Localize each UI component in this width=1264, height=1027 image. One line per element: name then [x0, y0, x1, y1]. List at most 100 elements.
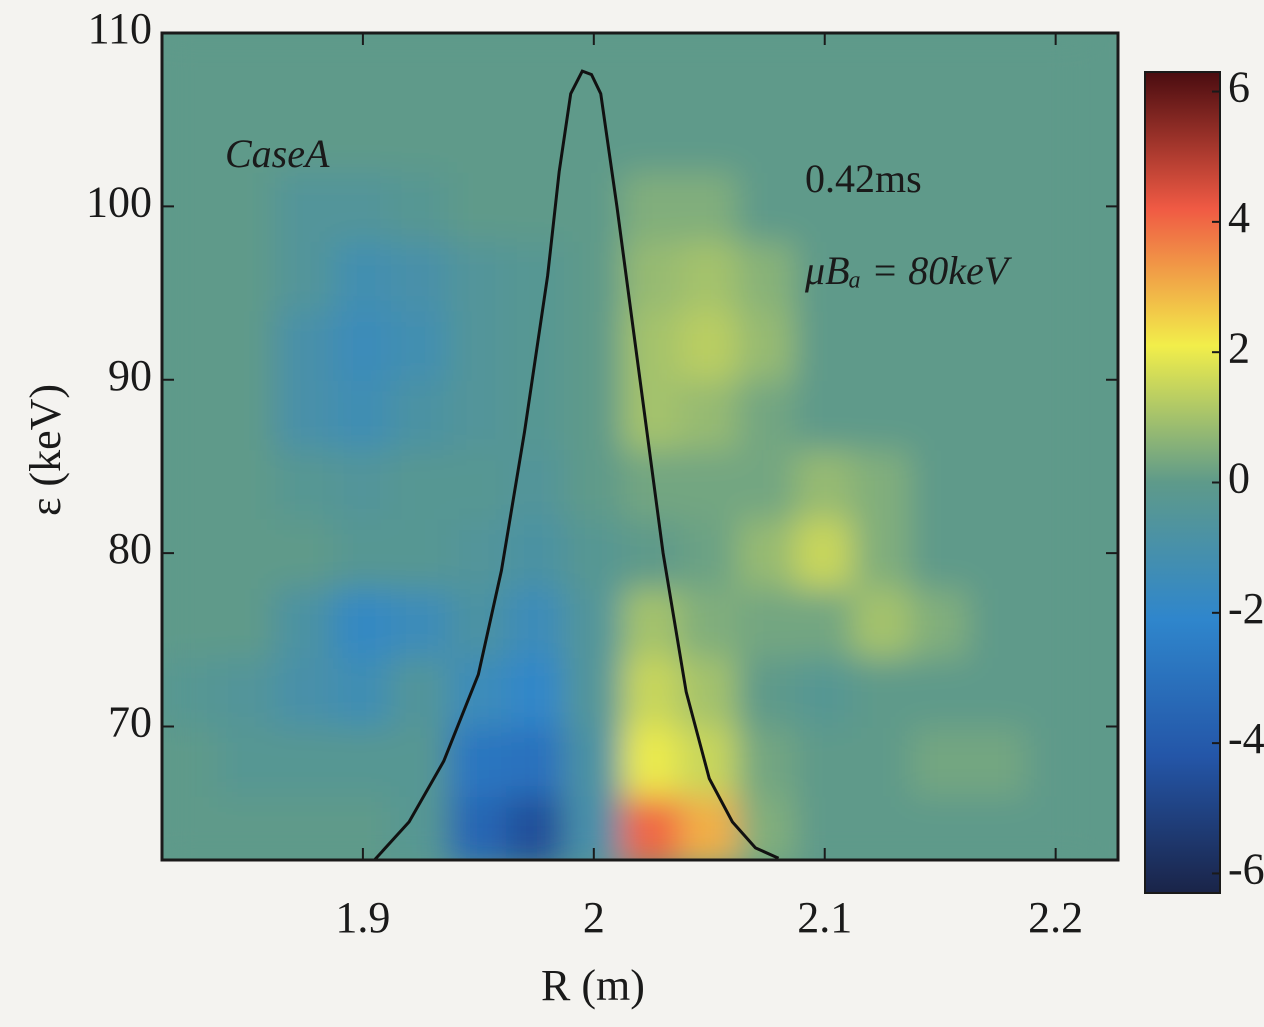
heat-cell [217, 794, 278, 860]
heat-cell [679, 586, 740, 659]
heat-cell [217, 725, 278, 797]
heat-cell [910, 517, 971, 589]
x-tick-label: 2.1 [797, 893, 852, 942]
heat-cell [679, 101, 740, 173]
heat-cell [852, 309, 913, 381]
heat-cell [968, 309, 1028, 381]
heat-cell [162, 309, 220, 381]
heat-cell [794, 378, 855, 451]
colorbar-tick-label: 0 [1228, 454, 1250, 503]
heat-cell [910, 448, 971, 520]
heat-cell [563, 656, 624, 728]
heat-cell [333, 101, 393, 173]
heat-cell [275, 240, 336, 312]
heat-cell [737, 378, 797, 451]
heat-cell [852, 517, 913, 589]
x-axis-label: R (m) [541, 961, 645, 1010]
heat-cell [448, 101, 509, 173]
heat-cell [737, 309, 797, 381]
heat-cell [737, 33, 797, 104]
heat-cell [679, 240, 740, 312]
overlay: 1.9 2 2.1 2.2 70 80 90 100 110 -6 -4 -2 0 2 4 6 [86, 4, 1264, 942]
heat-cell [333, 170, 393, 243]
heat-cell [506, 517, 566, 589]
heat-cell [679, 378, 740, 451]
heat-cell [448, 656, 509, 728]
heat-cell [333, 240, 393, 312]
heat-cell [794, 725, 855, 797]
heat-cell [737, 101, 797, 173]
heat-cell [390, 517, 451, 589]
heat-cell [275, 378, 336, 451]
heat-cell [1025, 101, 1086, 173]
heat-cell [737, 170, 797, 243]
heat-cell [737, 448, 797, 520]
heat-cell [737, 517, 797, 589]
heat-cell [910, 170, 971, 243]
y-tick-label: 70 [108, 698, 152, 747]
heatmap [162, 33, 1086, 860]
y-tick-label: 80 [108, 524, 152, 573]
heat-cell [794, 170, 855, 243]
heat-cell [506, 240, 566, 312]
heat-cell [910, 378, 971, 451]
heat-cell [679, 448, 740, 520]
heat-cell [910, 240, 971, 312]
heat-cell [563, 448, 624, 520]
colorbar [1144, 71, 1221, 894]
heat-cell [275, 656, 336, 728]
heat-cell [333, 309, 393, 381]
heat-cell [794, 517, 855, 589]
annotation: μBₐ = 80keV [804, 248, 1013, 293]
heat-cell [794, 101, 855, 173]
heat-cell [968, 101, 1028, 173]
heat-cell [910, 101, 971, 173]
heat-cell [506, 378, 566, 451]
heat-cell [162, 448, 220, 520]
heat-cell [563, 378, 624, 451]
heat-cell [679, 794, 740, 860]
heat-cell [333, 725, 393, 797]
y-tick-label: 100 [86, 177, 152, 226]
heat-cell [217, 170, 278, 243]
heat-cell [968, 586, 1028, 659]
heat-cell [621, 725, 682, 797]
heat-cell [275, 725, 336, 797]
heat-cell [390, 378, 451, 451]
y-tick-label: 110 [88, 4, 152, 53]
heat-cell [390, 794, 451, 860]
heat-cell [448, 170, 509, 243]
heat-cell [737, 725, 797, 797]
heat-cell [162, 794, 220, 860]
heat-cell [1025, 586, 1086, 659]
heat-cell [448, 33, 509, 104]
heat-cell [679, 725, 740, 797]
heat-cell [162, 378, 220, 451]
heat-cell [563, 101, 624, 173]
heat-cell [910, 586, 971, 659]
colorbar-tick-label: -2 [1228, 584, 1264, 633]
heat-cell [390, 33, 451, 104]
x-tick-label: 1.9 [335, 893, 390, 942]
heat-cell [1025, 725, 1086, 797]
heat-cell [506, 794, 566, 860]
heat-cell [621, 656, 682, 728]
heat-cell [679, 170, 740, 243]
heat-cell [852, 101, 913, 173]
heat-cell [275, 170, 336, 243]
heat-cell [794, 586, 855, 659]
heat-cell [968, 517, 1028, 589]
x-tick-label: 2.2 [1028, 893, 1083, 942]
heat-cell [679, 656, 740, 728]
heat-cell [1025, 309, 1086, 381]
heat-cell [852, 378, 913, 451]
heat-cell [621, 33, 682, 104]
heat-cell [506, 586, 566, 659]
heat-cell [737, 586, 797, 659]
heat-cell [217, 33, 278, 104]
heat-cell [968, 240, 1028, 312]
heat-cell [162, 656, 220, 728]
heat-cell [737, 240, 797, 312]
heat-cell [621, 170, 682, 243]
heat-cell [1025, 656, 1086, 728]
